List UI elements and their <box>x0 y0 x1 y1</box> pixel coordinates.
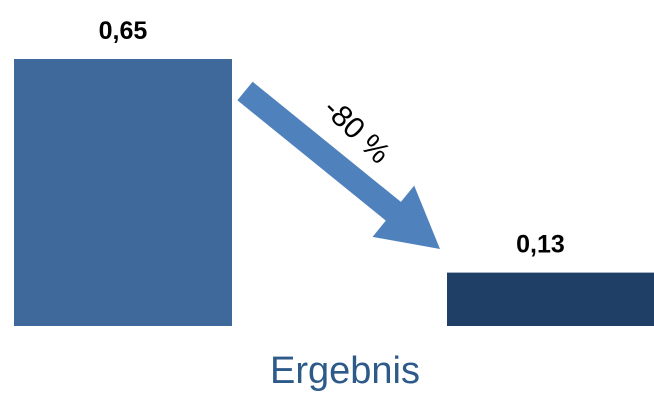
bars-group <box>14 59 654 326</box>
bar-after <box>447 272 654 326</box>
bar-value-label-after: 0,13 <box>516 231 565 259</box>
bar-value-label-before: 0,65 <box>99 17 148 45</box>
bar-before <box>14 59 232 326</box>
decrease-arrow <box>237 81 440 249</box>
category-axis-label: Ergebnis <box>270 350 420 392</box>
